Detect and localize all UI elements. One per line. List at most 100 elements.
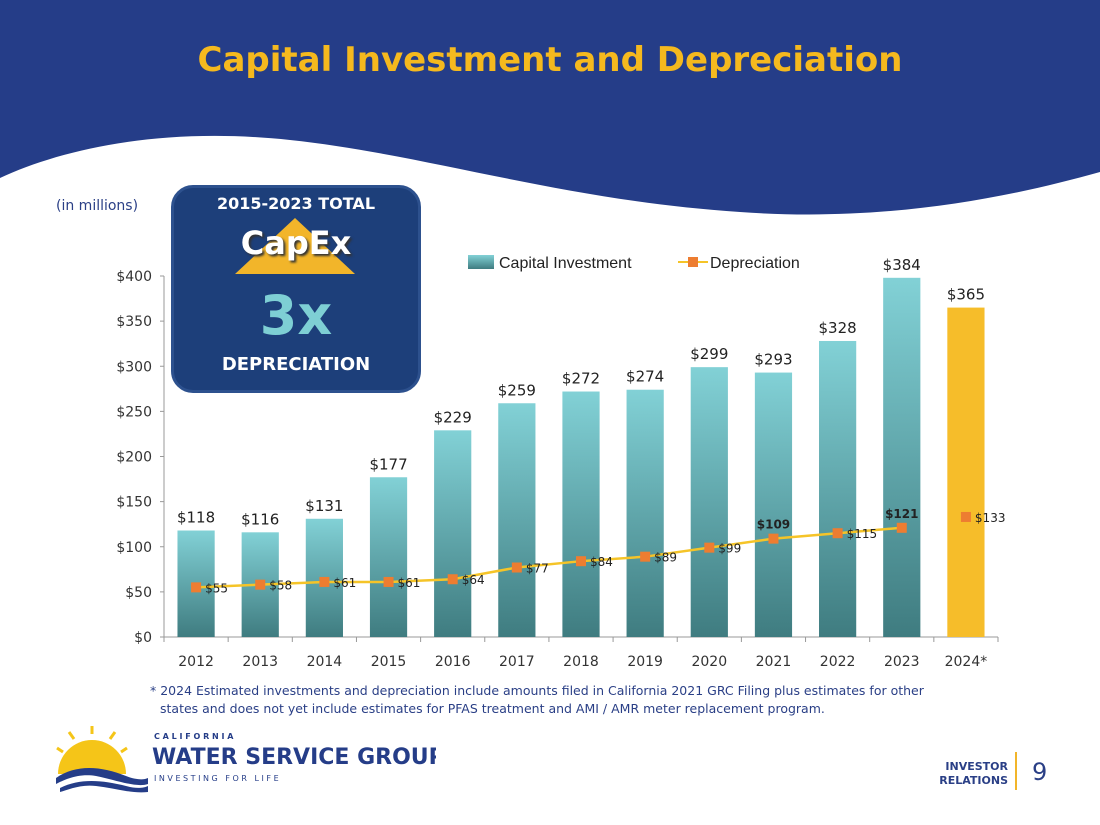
units-note: (in millions): [56, 198, 139, 214]
footer-divider: [1015, 752, 1017, 790]
ir-line-1: INVESTOR: [945, 760, 1008, 773]
bar-value-label: $365: [947, 286, 985, 304]
bar-value-label: $384: [883, 256, 921, 274]
company-logo: C A L I F O R N I A WATER SERVICE GROUP …: [56, 726, 436, 793]
x-tick-label: 2013: [242, 654, 278, 670]
y-tick-label: $150: [116, 495, 152, 511]
legend-swatch-capital-investment: [468, 255, 494, 269]
bar-value-label: $116: [241, 510, 279, 528]
x-tick-label: 2012: [178, 654, 214, 670]
depreciation-value-label: $64: [462, 573, 485, 587]
depreciation-marker: [511, 562, 522, 573]
y-tick-label: $0: [134, 630, 152, 646]
logo-top-text: C A L I F O R N I A: [154, 732, 234, 741]
x-tick-label: 2018: [563, 654, 599, 670]
depreciation-value-label: $99: [718, 542, 741, 556]
x-tick-label: 2016: [435, 654, 471, 670]
bar-capital-investment: [819, 340, 857, 637]
depreciation-marker: [640, 551, 651, 562]
depreciation-value-label: $109: [757, 518, 790, 532]
y-tick-label: $250: [116, 404, 152, 420]
callout-multiplier: 3x: [259, 284, 333, 347]
x-tick-label: 2014: [307, 654, 343, 670]
page-number: 9: [1032, 758, 1048, 786]
depreciation-value-label: $61: [333, 576, 356, 590]
y-tick-label: $100: [116, 540, 152, 556]
callout-capex-label: CapEx: [240, 224, 352, 262]
depreciation-marker: [319, 576, 330, 587]
bar-capital-investment: [434, 430, 472, 637]
x-tick-label: 2017: [499, 654, 535, 670]
capex-callout: 2015-2023 TOTAL CapEx 3x DEPRECIATION: [171, 185, 421, 393]
depreciation-value-label: $133: [975, 511, 1006, 525]
bar-value-label: $328: [819, 319, 857, 337]
depreciation-marker: [704, 542, 715, 553]
depreciation-value-label: $58: [269, 579, 292, 593]
bar-value-label: $131: [305, 497, 343, 515]
y-tick-label: $300: [116, 359, 152, 375]
y-tick-label: $350: [116, 314, 152, 330]
footnote-line-1: * 2024 Estimated investments and depreci…: [150, 683, 924, 698]
legend-label-depreciation: Depreciation: [710, 255, 800, 272]
bar-capital-investment: [883, 277, 921, 637]
depreciation-marker: [832, 528, 843, 539]
depreciation-value-label: $77: [526, 562, 549, 576]
x-tick-label: 2015: [371, 654, 407, 670]
x-tick-label: 2022: [820, 654, 856, 670]
depreciation-marker: [255, 579, 266, 590]
page-title: Capital Investment and Depreciation: [197, 40, 903, 80]
bar-value-label: $118: [177, 509, 215, 527]
header-background: [0, 0, 1100, 215]
depreciation-marker: [896, 522, 907, 533]
x-tick-label: 2019: [627, 654, 663, 670]
chart: $0 $50 $100 $150 $200 $250 $300 $350 $400 2012 201…: [116, 255, 1006, 670]
y-tick-label: $50: [125, 585, 152, 601]
bar-value-label: $299: [690, 345, 728, 363]
triangle-icon: [235, 218, 355, 274]
legend-label-capital-investment: Capital Investment: [499, 255, 632, 272]
y-tick-label: $400: [116, 269, 152, 285]
wave-icon: [56, 768, 148, 793]
depreciation-value-label: $55: [205, 581, 228, 595]
bar-capital-investment: [947, 307, 985, 637]
depreciation-value-label: $115: [847, 527, 878, 541]
depreciation-marker: [576, 556, 586, 567]
depreciation-marker: [383, 576, 394, 587]
callout-total-label: 2015-2023 TOTAL: [216, 194, 376, 213]
logo-main-text: WATER SERVICE GROUP: [152, 745, 436, 770]
bar-capital-investment: [369, 477, 408, 637]
bar-capital-investment: [562, 391, 600, 637]
footnote: * 2024 Estimated investments and depreci…: [150, 682, 980, 718]
bar-capital-investment: [498, 403, 536, 637]
depreciation-marker: [191, 582, 202, 593]
bar-value-label: $293: [754, 351, 792, 369]
footnote-line-2: states and does not yet include estimate…: [160, 701, 825, 716]
logo-tagline-text: I N V E S T I N G F O R L I F E: [154, 774, 279, 783]
investor-relations-label: INVESTOR RELATIONS: [930, 760, 1008, 788]
bar-value-label: $259: [498, 381, 536, 399]
x-tick-label: 2021: [756, 654, 792, 670]
bar-value-label: $177: [369, 455, 407, 473]
sun-icon: [56, 726, 128, 774]
x-tick-label: 2024*: [945, 654, 988, 670]
depreciation-value-label: $84: [590, 555, 613, 569]
bar-value-label: $229: [434, 408, 472, 426]
depreciation-value-label: $121: [885, 507, 918, 521]
depreciation-marker: [447, 574, 458, 585]
depreciation-marker: [768, 533, 779, 544]
bar-capital-investment: [754, 372, 793, 637]
x-tick-label: 2023: [884, 654, 920, 670]
ir-line-2: RELATIONS: [939, 774, 1008, 787]
depreciation-marker: [960, 511, 971, 522]
y-tick-label: $200: [116, 450, 152, 466]
chart-legend: Capital Investment Depreciation: [468, 255, 800, 272]
x-tick-label: 2020: [691, 654, 727, 670]
bar-capital-investment: [626, 389, 664, 637]
callout-depreciation-label: DEPRECIATION: [221, 354, 371, 375]
legend-marker-depreciation: [688, 257, 698, 267]
depreciation-value-label: $61: [398, 576, 421, 590]
bar-value-label: $272: [562, 370, 600, 388]
depreciation-value-label: $89: [654, 551, 677, 565]
bar-value-label: $274: [626, 368, 664, 386]
bar-capital-investment: [690, 367, 728, 637]
